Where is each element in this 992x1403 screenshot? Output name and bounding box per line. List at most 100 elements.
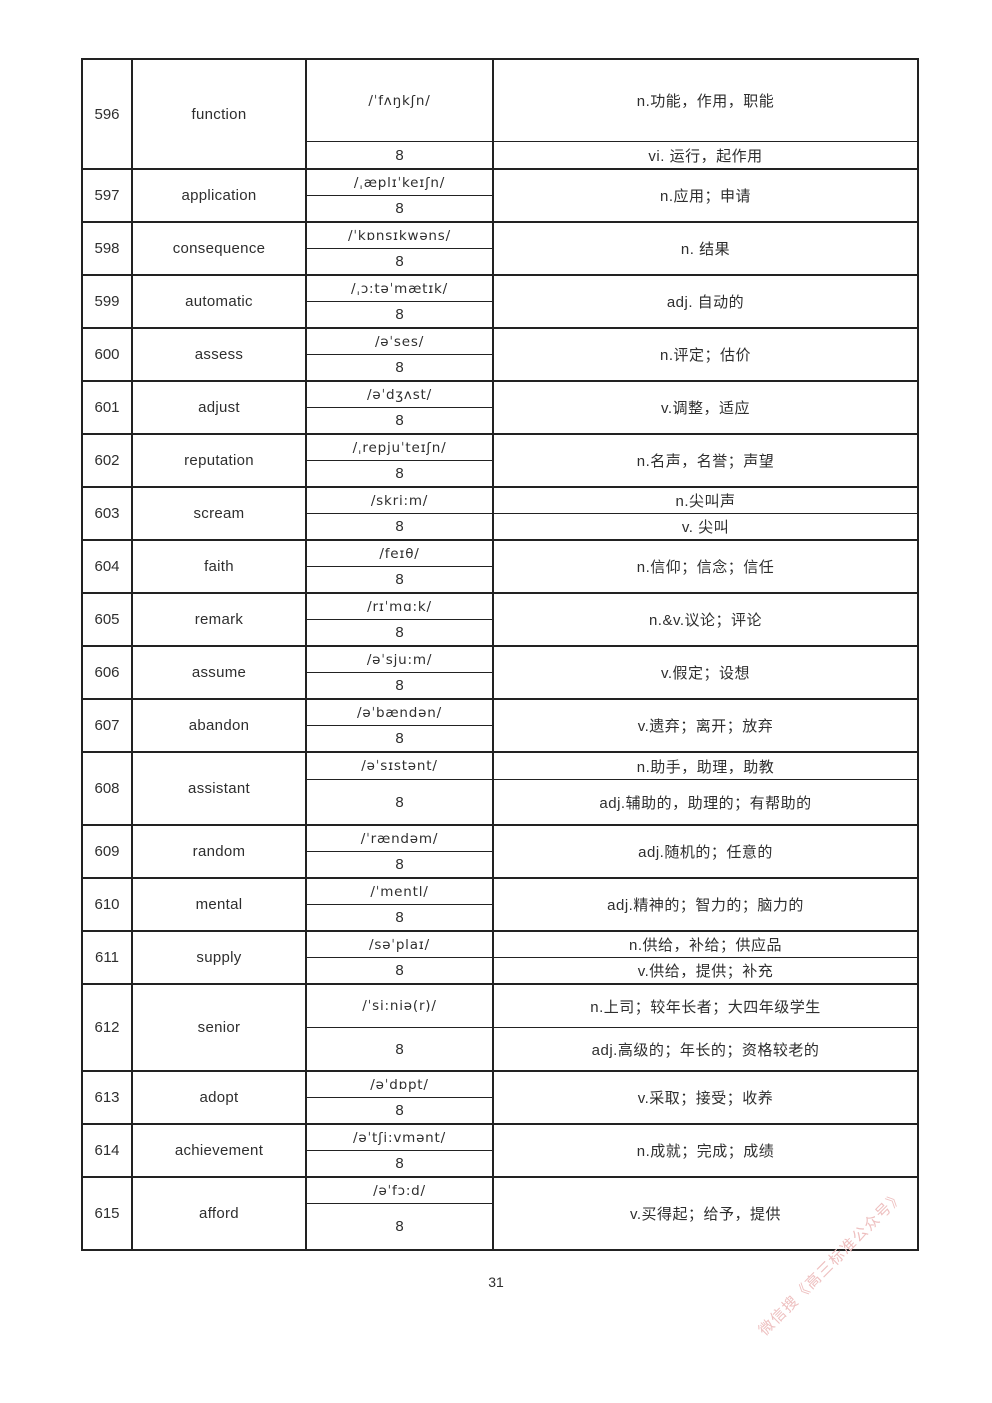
definition: adj.高级的；年长的；资格较老的	[591, 1041, 820, 1059]
word: scream	[133, 488, 307, 539]
phonetic-cell: /əˈdʒʌst/8	[307, 382, 494, 433]
definition: v.买得起；给予，提供	[629, 1206, 782, 1223]
ipa-text: /ˌæplɪˈkeɪʃn/	[353, 174, 446, 191]
table-row: 609 random/ˈrændəm/8 adj.随机的；任意的	[83, 826, 917, 879]
phonetic-cell: /feɪθ/8	[307, 541, 494, 592]
ipa: /əˈfɔ:d/	[307, 1178, 492, 1204]
table-row: 611 supply/səˈplaɪ/8 n.供给，补给；供应品 v.供给，提供；补充	[83, 932, 917, 985]
row-number: 615	[83, 1178, 133, 1249]
definition: adj.精神的；智力的；脑力的	[607, 897, 804, 914]
row-number: 604	[83, 541, 133, 592]
phonetic-cell: /səˈplaɪ/8	[307, 932, 494, 983]
row-number: 607	[83, 700, 133, 751]
row-number: 596	[83, 60, 133, 168]
definition-cell: n.供给，补给；供应品 v.供给，提供；补充	[494, 932, 917, 983]
definition-cell: n.助手，助理，助教 adj.辅助的，助理的；有帮助的	[494, 753, 917, 824]
ipa-text: /əˈsɪstənt/	[361, 758, 438, 774]
phonetic-cell: /ˈmentl/8	[307, 879, 494, 930]
table-row: 604 faith/feɪθ/8 n.信仰；信念；信任	[83, 541, 917, 594]
row-number: 605	[83, 594, 133, 645]
phonetic-cell: /əˈtʃi:vmənt/8	[307, 1125, 494, 1176]
phonetic-count: 8	[395, 962, 404, 979]
table-row: 613 adopt/əˈdɒpt/8 v.采取；接受；收养	[83, 1072, 917, 1125]
row-number: 603	[83, 488, 133, 539]
ipa: /skri:m/	[307, 488, 492, 514]
ipa: /əˈsju:m/	[307, 647, 492, 673]
definition: n.信仰；信念；信任	[636, 559, 775, 576]
ipa: /ˈmentl/	[307, 879, 492, 905]
word: function	[133, 60, 307, 168]
ipa-text: /əˈses/	[374, 333, 425, 350]
ipa-text: /skri:m/	[370, 492, 429, 509]
table-row: 608 assistant/əˈsɪstənt/8 n.助手，助理，助教 adj.辅助…	[83, 753, 917, 826]
table-row: 605 remark/rɪˈmɑ:k/8 n.&v.议论；评论	[83, 594, 917, 647]
row-number: 598	[83, 223, 133, 274]
word: remark	[133, 594, 307, 645]
phonetic-cell: /ˌæplɪˈkeɪʃn/8	[307, 170, 494, 221]
word: assistant	[133, 753, 307, 824]
word: reputation	[133, 435, 307, 486]
table-row: 607 abandon/əˈbændən/8 v.遗弃；离开；放弃	[83, 700, 917, 753]
phonetic-count: 8	[395, 624, 404, 641]
phonetic-count: 8	[395, 1218, 404, 1235]
phonetic-cell: /ˈrændəm/8	[307, 826, 494, 877]
phonetic-cell: /əˈsɪstənt/8	[307, 753, 494, 824]
definition-cell: n.尖叫声 v. 尖叫	[494, 488, 917, 539]
definition: v. 尖叫	[681, 519, 730, 536]
phonetic-count: 8	[395, 1155, 404, 1172]
page-number: 31	[488, 1274, 504, 1290]
ipa-text: /feɪθ/	[379, 545, 420, 562]
ipa: /əˈdʒʌst/	[307, 382, 492, 408]
phonetic-count: 8	[395, 518, 404, 535]
word: senior	[133, 985, 307, 1070]
ipa-text: /ˈsi:niə(r)/	[362, 998, 437, 1014]
ipa-text: /əˈdʒʌst/	[367, 386, 432, 403]
definition: adj.辅助的，助理的；有帮助的	[599, 794, 812, 812]
ipa: /əˈbændən/	[307, 700, 492, 726]
ipa: /əˈtʃi:vmənt/	[307, 1125, 492, 1151]
ipa-text: /əˈsju:m/	[366, 651, 433, 668]
table-row: 603 scream/skri:m/8 n.尖叫声 v. 尖叫	[83, 488, 917, 541]
table-row: 600 assess/əˈses/8 n.评定；估价	[83, 329, 917, 382]
phonetic-cell: /ˌrepjuˈteɪʃn/8	[307, 435, 494, 486]
ipa: /səˈplaɪ/	[307, 932, 492, 958]
ipa-text: /ˈfʌŋkʃn/	[368, 92, 431, 109]
ipa: /ˈsi:niə(r)/	[307, 985, 492, 1028]
phonetic-count: 8	[395, 465, 404, 482]
row-number: 600	[83, 329, 133, 380]
definition: n.助手，助理，助教	[494, 753, 917, 780]
table-row: 601 adjust/əˈdʒʌst/8 v.调整，适应	[83, 382, 917, 435]
word: assume	[133, 647, 307, 698]
definition: v.遗弃；离开；放弃	[637, 718, 774, 735]
phonetic-count: 8	[395, 146, 404, 164]
definition: v.假定；设想	[660, 665, 751, 682]
ipa: /əˈdɒpt/	[307, 1072, 492, 1098]
phonetic-cell: /əˈses/8	[307, 329, 494, 380]
ipa: /əˈsɪstənt/	[307, 753, 492, 780]
definition: v.调整，适应	[660, 400, 751, 417]
phonetic-cell: /əˈfɔ:d/8	[307, 1178, 494, 1249]
word: assess	[133, 329, 307, 380]
ipa-text: /əˈfɔ:d/	[373, 1182, 426, 1199]
definition: adj. 自动的	[666, 294, 745, 311]
phonetic-count: 8	[395, 1102, 404, 1119]
table-row: 598 consequence/ˈkɒnsɪkwəns/8 n. 结果	[83, 223, 917, 276]
row-number: 611	[83, 932, 133, 983]
table-row: 612 senior/ˈsi:niə(r)/ 8 n.上司；较年长者；大四年级学生 ad…	[83, 985, 917, 1072]
table-row: 615 afford/əˈfɔ:d/8 v.买得起；给予，提供	[83, 1178, 917, 1249]
phonetic-count: 8	[395, 359, 404, 376]
phonetic-count: 8	[395, 412, 404, 429]
definition-cell: n.功能，作用，职能 vi. 运行，起作用	[494, 60, 917, 168]
definition: n.应用；申请	[659, 188, 751, 205]
ipa-text: /əˈdɒpt/	[370, 1076, 429, 1093]
phonetic-cell: /əˈdɒpt/8	[307, 1072, 494, 1123]
definition: n.供给，补给；供应品	[494, 932, 917, 958]
definition: n.名声，名誉；声望	[636, 453, 775, 470]
definition: n.尖叫声	[494, 488, 917, 514]
word: automatic	[133, 276, 307, 327]
ipa-text: /ˌrepjuˈteɪʃn/	[352, 439, 447, 456]
phonetic-count: 8	[395, 677, 404, 694]
phonetic-count: 8	[395, 253, 404, 270]
row-number: 613	[83, 1072, 133, 1123]
word: faith	[133, 541, 307, 592]
